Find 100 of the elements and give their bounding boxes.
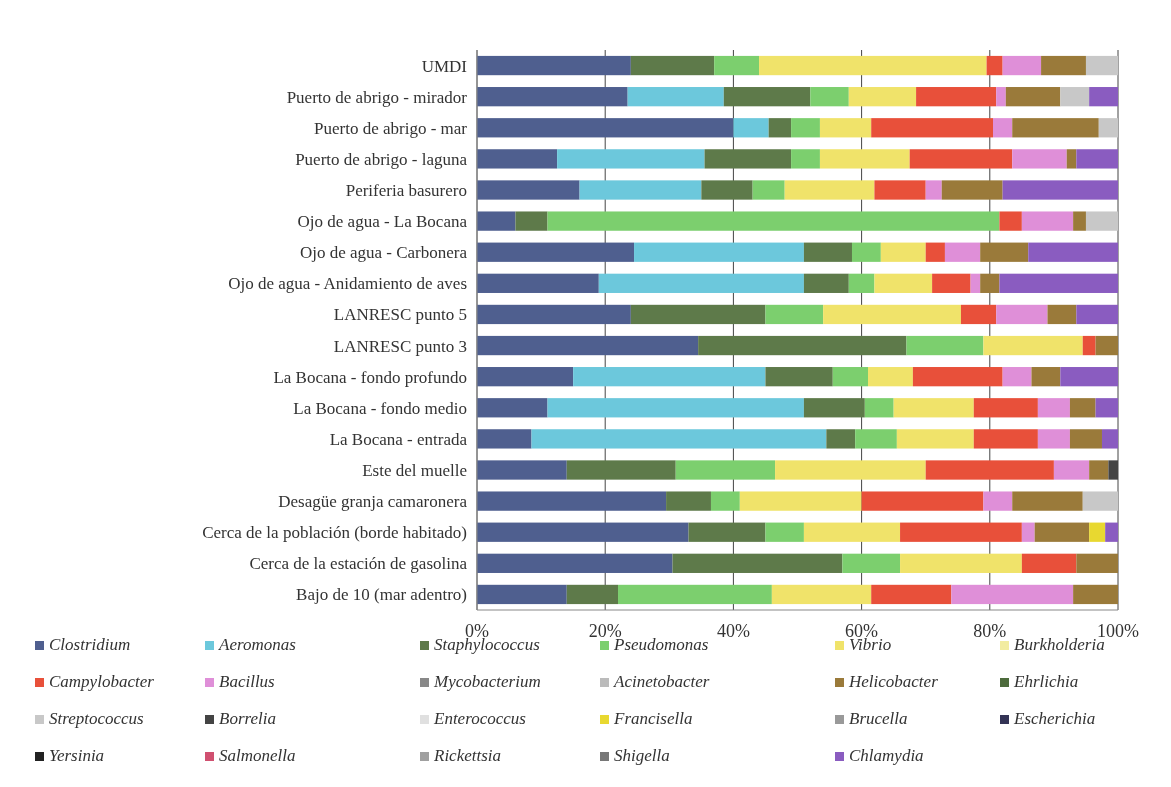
- bar: [791, 118, 820, 138]
- bar: [477, 242, 635, 262]
- y-tick-label: Periferia basurero: [345, 180, 467, 200]
- legend-label: Borrelia: [219, 709, 276, 728]
- bar: [900, 522, 1022, 542]
- bar: [573, 367, 766, 387]
- bar: [1073, 211, 1086, 231]
- bar: [1076, 304, 1118, 325]
- bar: [477, 553, 673, 573]
- legend-label: Chlamydia: [849, 746, 924, 765]
- bar: [823, 304, 961, 325]
- bar: [1005, 87, 1061, 107]
- bar: [477, 522, 689, 542]
- y-tick-label: LANRESC punto 3: [333, 336, 467, 356]
- y-tick-label: LANRESC punto 5: [333, 305, 467, 325]
- bar: [848, 87, 917, 107]
- legend-label: Yersinia: [49, 746, 105, 765]
- y-tick-label: Ojo de agua - La Bocana: [297, 212, 468, 232]
- y-tick-label: Puerto de abrigo - laguna: [295, 149, 468, 169]
- bar: [925, 460, 1054, 480]
- y-tick-label: Ojo de agua - Anidamiento de aves: [228, 274, 467, 294]
- bar: [477, 273, 599, 293]
- bar: [566, 584, 619, 605]
- bar: [909, 149, 1013, 169]
- bar: [733, 118, 769, 138]
- legend-label: Brucella: [849, 709, 908, 728]
- bar: [1085, 55, 1118, 76]
- y-tick-label: UMDI: [421, 56, 468, 76]
- bar: [477, 584, 567, 605]
- bar: [893, 398, 974, 418]
- y-tick-label: Cerca de la estación de gasolina: [249, 554, 468, 574]
- bar: [618, 584, 772, 605]
- bar: [666, 491, 711, 511]
- bar: [1073, 584, 1118, 605]
- bar: [1076, 553, 1118, 573]
- bar: [1031, 367, 1061, 387]
- bar: [803, 522, 901, 542]
- bar: [768, 118, 792, 138]
- y-tick-label: Cerca de la población (borde habitado): [202, 523, 467, 543]
- bar: [1069, 429, 1102, 449]
- bar: [752, 180, 785, 200]
- bar: [477, 211, 516, 231]
- bar: [1002, 367, 1032, 387]
- bar: [765, 304, 824, 325]
- bar: [598, 273, 804, 293]
- bar: [864, 398, 894, 418]
- bar: [1105, 522, 1118, 542]
- legend-label: Bacillus: [219, 672, 276, 691]
- bar: [819, 118, 872, 138]
- bar: [547, 211, 1000, 231]
- bar: [566, 460, 676, 480]
- bar: [803, 273, 849, 293]
- bar: [871, 584, 952, 605]
- bar: [1076, 149, 1118, 169]
- bar: [477, 118, 734, 138]
- bar: [714, 55, 760, 76]
- bar: [868, 367, 913, 387]
- bar: [704, 149, 792, 169]
- bar: [630, 55, 715, 76]
- bar: [1012, 118, 1099, 138]
- bar: [1021, 522, 1035, 542]
- bar: [1089, 460, 1109, 480]
- bar: [941, 180, 1003, 200]
- bar: [1089, 522, 1106, 542]
- bar: [1085, 211, 1118, 231]
- bar: [900, 553, 1022, 573]
- bar: [1028, 242, 1118, 262]
- bar: [1098, 118, 1118, 138]
- bar: [973, 429, 1038, 449]
- legend-label: Ehrlichia: [1013, 672, 1079, 691]
- bar: [932, 273, 971, 293]
- bar: [1082, 491, 1118, 511]
- bar: [1060, 87, 1090, 107]
- bar: [672, 553, 843, 573]
- bar: [861, 491, 984, 511]
- legend-label: Rickettsia: [433, 746, 502, 765]
- bar: [775, 460, 926, 480]
- bar: [803, 398, 865, 418]
- bar: [515, 211, 548, 231]
- x-tick-label: 40%: [716, 621, 750, 641]
- y-tick-label: Desagüe granja camaronera: [278, 492, 468, 512]
- bar: [701, 180, 753, 200]
- bar: [739, 491, 862, 511]
- bar: [826, 429, 856, 449]
- bar: [874, 273, 933, 293]
- bar: [832, 367, 869, 387]
- bar: [759, 55, 987, 76]
- y-tick-label: Este del muelle: [362, 460, 467, 480]
- bar: [477, 55, 631, 76]
- bar: [579, 180, 702, 200]
- legend-label: Clostridium: [49, 635, 131, 654]
- bar: [1101, 429, 1118, 449]
- bar: [547, 398, 804, 418]
- legend-label: Escherichia: [1013, 709, 1096, 728]
- bar: [912, 367, 1003, 387]
- bar: [698, 335, 907, 356]
- bar: [1082, 335, 1096, 356]
- bar: [1012, 149, 1067, 169]
- bar: [1037, 398, 1070, 418]
- bar: [819, 149, 910, 169]
